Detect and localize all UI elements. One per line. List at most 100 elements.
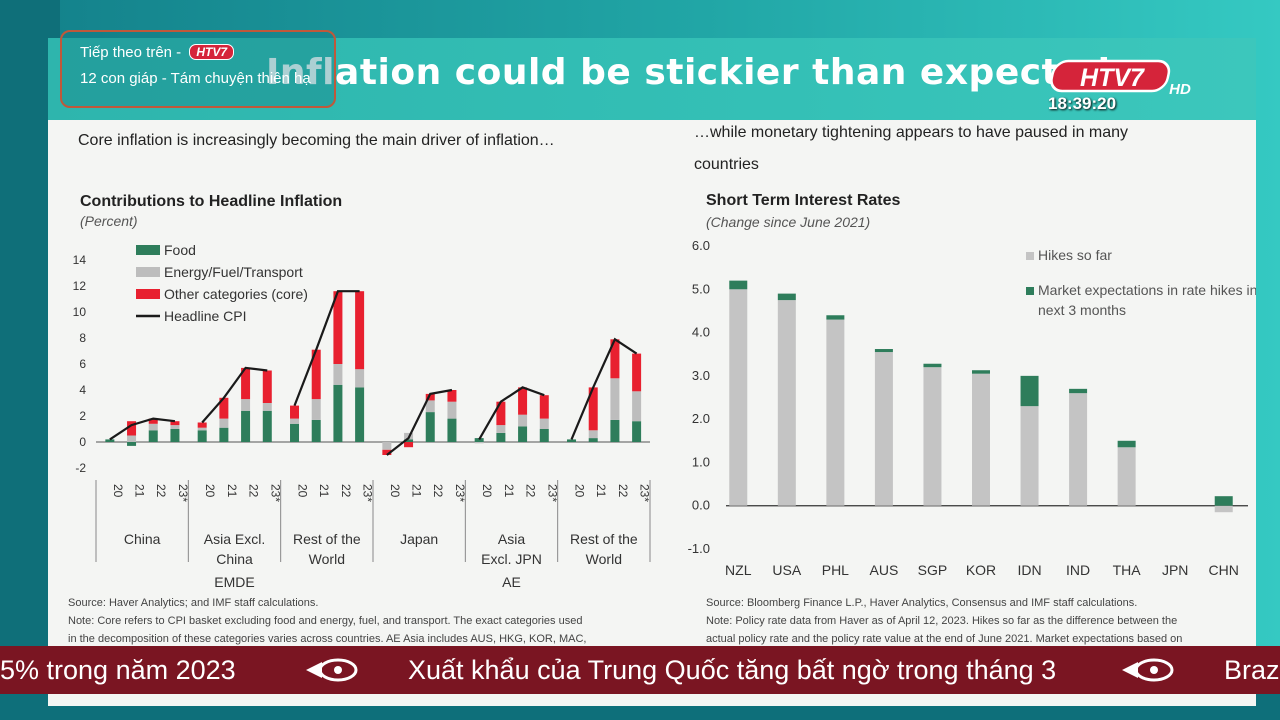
bar-segment-other-categories-core- bbox=[333, 291, 343, 364]
ticker-item: Xuất khẩu của Trung Quốc tăng bất ngờ tr… bbox=[408, 655, 1057, 685]
bar-segment-energy-fuel-transport bbox=[333, 364, 343, 385]
legend-label: Hikes so far bbox=[1038, 247, 1112, 263]
headline-cpi-line bbox=[201, 366, 268, 424]
x-tick-label: IDN bbox=[1017, 562, 1041, 578]
left-panel-subtitle: Core inflation is increasingly becoming … bbox=[78, 132, 555, 149]
x-tick-label: CHN bbox=[1209, 562, 1239, 578]
bar-segment-other-categories-core- bbox=[496, 401, 506, 426]
bar-segment-other-categories-core- bbox=[170, 421, 180, 426]
x-tick-label: 23* bbox=[453, 484, 467, 502]
x-tick-label: 20 bbox=[388, 484, 402, 498]
x-tick-label: 20 bbox=[296, 484, 310, 498]
x-tick-label: 22 bbox=[616, 484, 630, 498]
news-ticker: 5% trong năm 2023 Xuất khẩu của Trung Qu… bbox=[0, 646, 1280, 694]
x-tick-label: 22 bbox=[524, 484, 538, 498]
right-note: Note: Policy rate data from Haver as of … bbox=[706, 615, 1178, 627]
bar-segment-food bbox=[610, 419, 620, 442]
legend-label: Food bbox=[164, 242, 196, 258]
y-tick-label: -2 bbox=[75, 461, 86, 475]
legend-label: Energy/Fuel/Transport bbox=[164, 264, 303, 280]
right-source: Source: Bloomberg Finance L.P., Haver An… bbox=[706, 597, 1138, 609]
x-tick-label: 22 bbox=[247, 484, 261, 498]
group-label: Excl. JPN bbox=[481, 551, 542, 567]
bar-segment-other-categories-core- bbox=[610, 339, 620, 379]
bar-hikes-so-far bbox=[1117, 447, 1136, 506]
x-tick-label: THA bbox=[1113, 562, 1142, 578]
htv-ticker-logo-icon bbox=[306, 658, 358, 682]
x-tick-label: SGP bbox=[918, 562, 948, 578]
bar-hikes-so-far bbox=[1020, 406, 1039, 506]
bar-segment-food bbox=[567, 439, 577, 442]
bar-hikes-so-far bbox=[729, 289, 748, 506]
group-label: China bbox=[216, 551, 253, 567]
bar-hikes-so-far bbox=[777, 300, 796, 506]
x-tick-label: 22 bbox=[339, 484, 353, 498]
x-tick-label: 21 bbox=[410, 484, 424, 498]
legend-swatch bbox=[136, 267, 160, 277]
bar-market-expectations bbox=[777, 293, 796, 301]
x-tick-label: 23* bbox=[638, 484, 652, 502]
next-program-label: Tiếp theo trên - HTV7 bbox=[80, 44, 235, 61]
bar-segment-energy-fuel-transport bbox=[219, 418, 229, 428]
bar-segment-energy-fuel-transport bbox=[539, 418, 549, 429]
bar-segment-energy-fuel-transport bbox=[425, 400, 435, 413]
bar-segment-energy-fuel-transport bbox=[518, 414, 528, 427]
broadcast-clock: 18:39:20 bbox=[1048, 94, 1117, 113]
group-label: China bbox=[124, 531, 161, 547]
right-panel-subtitle-line2: countries bbox=[694, 156, 759, 173]
legend-label: Headline CPI bbox=[164, 308, 247, 324]
bar-segment-energy-fuel-transport bbox=[197, 427, 207, 431]
bar-market-expectations bbox=[1117, 440, 1136, 448]
x-tick-label: 23* bbox=[545, 484, 559, 502]
x-tick-label: 22 bbox=[431, 484, 445, 498]
headline-cpi-line bbox=[386, 388, 453, 456]
htv-ticker-logo-icon bbox=[1122, 658, 1174, 682]
bar-segment-other-categories-core- bbox=[148, 418, 158, 424]
group-label: Rest of the bbox=[293, 531, 361, 547]
bar-segment-other-categories-core- bbox=[219, 397, 229, 419]
x-tick-label: USA bbox=[772, 562, 801, 578]
y-tick-label: 8 bbox=[79, 331, 86, 345]
bar-segment-other-categories-core- bbox=[632, 353, 642, 392]
x-tick-label: AUS bbox=[870, 562, 899, 578]
legend-swatch bbox=[136, 245, 160, 255]
bar-segment-other-categories-core- bbox=[404, 442, 414, 448]
y-tick-label: 6 bbox=[79, 357, 86, 371]
x-tick-label: 20 bbox=[573, 484, 587, 498]
bar-segment-other-categories-core- bbox=[539, 395, 549, 419]
x-tick-label: 21 bbox=[594, 484, 608, 498]
bar-segment-food bbox=[539, 429, 549, 442]
bar-segment-food bbox=[241, 410, 251, 442]
y-tick-label: 4.0 bbox=[692, 325, 710, 340]
bar-market-expectations bbox=[826, 315, 845, 320]
bar-segment-energy-fuel-transport bbox=[241, 399, 251, 411]
bar-segment-food bbox=[170, 429, 180, 442]
bar-segment-energy-fuel-transport bbox=[496, 425, 506, 433]
y-tick-label: 3.0 bbox=[692, 368, 710, 383]
y-tick-label: 1.0 bbox=[692, 454, 710, 469]
next-prefix: Tiếp theo trên - bbox=[80, 44, 182, 61]
bar-segment-food bbox=[105, 439, 115, 442]
x-tick-label: KOR bbox=[966, 562, 996, 578]
bar-segment-food bbox=[127, 442, 137, 446]
ticker-item: Braz bbox=[1224, 655, 1280, 685]
headline-cpi-line bbox=[570, 337, 638, 440]
bar-market-expectations bbox=[729, 280, 748, 290]
htv7-logo-hd: HD bbox=[1169, 81, 1191, 98]
next-program-name: 12 con giáp - Tám chuyện thiên hạ bbox=[80, 70, 311, 87]
legend-label: Other categories (core) bbox=[164, 286, 308, 302]
bar-segment-food bbox=[474, 438, 484, 442]
bar-segment-food bbox=[219, 427, 229, 442]
y-tick-label: 2.0 bbox=[692, 411, 710, 426]
ticker-item: 5% trong năm 2023 bbox=[0, 655, 236, 685]
group-label: World bbox=[586, 551, 622, 567]
right-panel-subtitle-line1: …while monetary tightening appears to ha… bbox=[694, 124, 1129, 141]
legend-swatch-hikes bbox=[1026, 252, 1034, 260]
bar-market-expectations bbox=[874, 349, 893, 353]
bar-segment-energy-fuel-transport bbox=[148, 423, 158, 431]
bar-segment-energy-fuel-transport bbox=[355, 369, 365, 388]
bar-segment-other-categories-core- bbox=[355, 291, 365, 370]
y-tick-label: 10 bbox=[73, 305, 87, 319]
left-chart-unit: (Percent) bbox=[80, 213, 138, 229]
next-program-box: Tiếp theo trên - HTV7 12 con giáp - Tám … bbox=[60, 30, 336, 108]
